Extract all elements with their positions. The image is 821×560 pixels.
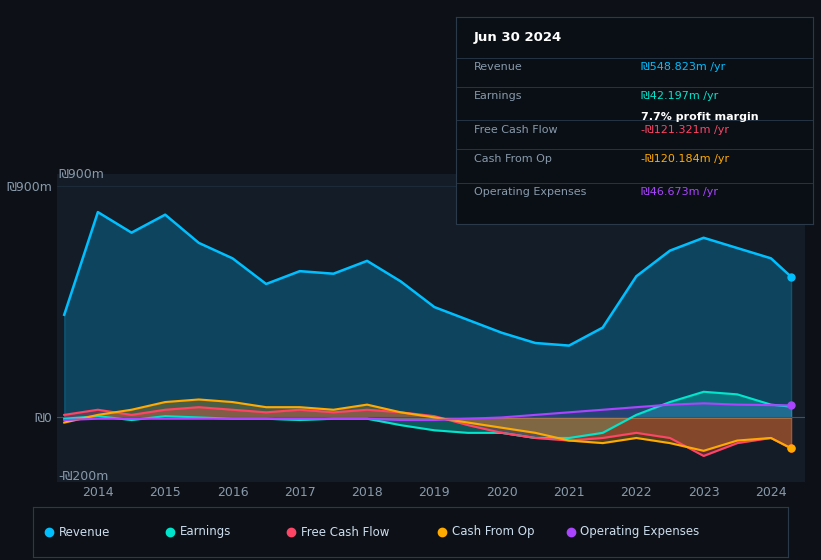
Text: ₪900m: ₪900m [59, 169, 105, 181]
Text: Jun 30 2024: Jun 30 2024 [474, 31, 562, 44]
Text: ₪46.673m /yr: ₪46.673m /yr [641, 186, 718, 197]
Text: -₪120.184m /yr: -₪120.184m /yr [641, 153, 730, 164]
Text: Revenue: Revenue [474, 62, 522, 72]
Text: ₪548.823m /yr: ₪548.823m /yr [641, 62, 726, 72]
Text: -₪200m: -₪200m [59, 470, 109, 483]
Text: Operating Expenses: Operating Expenses [474, 186, 586, 197]
Text: 7.7% profit margin: 7.7% profit margin [641, 112, 759, 122]
Text: Cash From Op: Cash From Op [452, 525, 534, 539]
Text: Operating Expenses: Operating Expenses [580, 525, 699, 539]
Text: Free Cash Flow: Free Cash Flow [474, 124, 557, 134]
Text: -₪121.321m /yr: -₪121.321m /yr [641, 124, 729, 134]
Text: Revenue: Revenue [59, 525, 111, 539]
Text: Earnings: Earnings [180, 525, 232, 539]
Text: Cash From Op: Cash From Op [474, 153, 552, 164]
Text: Free Cash Flow: Free Cash Flow [301, 525, 389, 539]
Text: ₪42.197m /yr: ₪42.197m /yr [641, 91, 718, 101]
Text: Earnings: Earnings [474, 91, 522, 101]
